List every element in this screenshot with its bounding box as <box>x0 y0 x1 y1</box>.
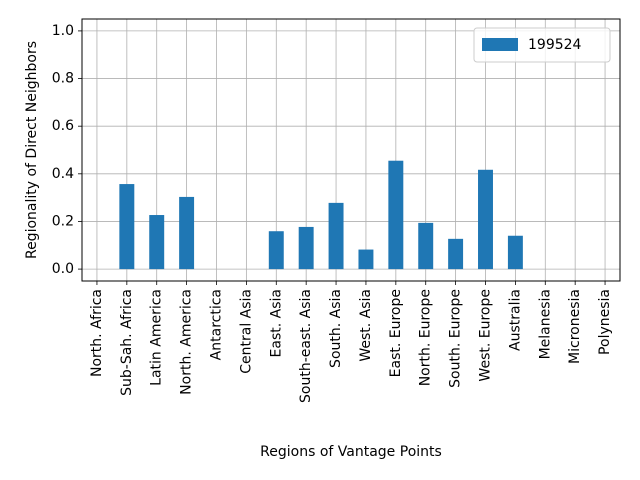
legend-box <box>473 27 611 63</box>
bar <box>328 202 344 270</box>
y-tick-label: 0.8 <box>52 71 74 87</box>
x-tick-label: Antarctica <box>209 289 225 360</box>
x-tick-labels: North. Africa Sub-Sah. Africa Latin Americ… <box>89 289 613 403</box>
legend: 199524 <box>473 27 611 63</box>
bar <box>388 160 404 270</box>
x-tick-label: Polynesia <box>597 289 613 355</box>
x-tick-label: North. Africa <box>89 289 105 377</box>
bar <box>478 169 493 270</box>
x-tick-label: Melanesia <box>537 289 553 359</box>
x-tick-label: North. Europe <box>418 289 434 386</box>
bar <box>149 215 165 270</box>
x-axis-label: Regions of Vantage Points <box>260 444 442 460</box>
bar <box>358 249 374 270</box>
plot-frame <box>81 18 621 282</box>
y-tick-label: 1.0 <box>52 23 74 39</box>
y-axis-label: Regionality of Direct Neighbors <box>24 41 40 259</box>
bar <box>507 235 523 270</box>
y-tick-label: 0.0 <box>52 261 74 277</box>
x-tick-label: Sub-Sah. Africa <box>119 289 135 396</box>
y-tick-labels: 0.0 0.2 0.4 0.6 0.8 1.0 <box>52 23 74 277</box>
bar <box>298 226 314 270</box>
x-tick-label: South. Europe <box>448 289 464 388</box>
x-tick-label: South-east. Asia <box>298 289 314 403</box>
bar <box>179 196 195 270</box>
x-tick-label: West. Europe <box>478 289 494 382</box>
y-tick-label: 0.6 <box>52 118 74 134</box>
legend-swatch <box>482 38 518 51</box>
bar <box>418 222 434 270</box>
ticks-layer <box>78 30 606 285</box>
bar <box>119 184 135 270</box>
bar <box>448 238 464 270</box>
x-tick-label: East. Europe <box>388 289 404 377</box>
x-tick-label: East. Asia <box>268 289 284 357</box>
x-tick-label: Australia <box>507 289 523 351</box>
legend-label: 199524 <box>528 37 582 53</box>
x-tick-label: Central Asia <box>238 289 254 374</box>
x-tick-label: Latin America <box>149 289 165 386</box>
x-tick-label: Micronesia <box>567 289 583 364</box>
x-tick-label: South. Asia <box>328 289 344 368</box>
x-tick-label: West. Asia <box>358 289 374 362</box>
y-tick-label: 0.4 <box>52 166 74 182</box>
y-tick-label: 0.2 <box>52 213 74 229</box>
bars-layer <box>119 160 523 270</box>
x-tick-label: North. America <box>179 289 195 395</box>
bar <box>268 231 284 270</box>
